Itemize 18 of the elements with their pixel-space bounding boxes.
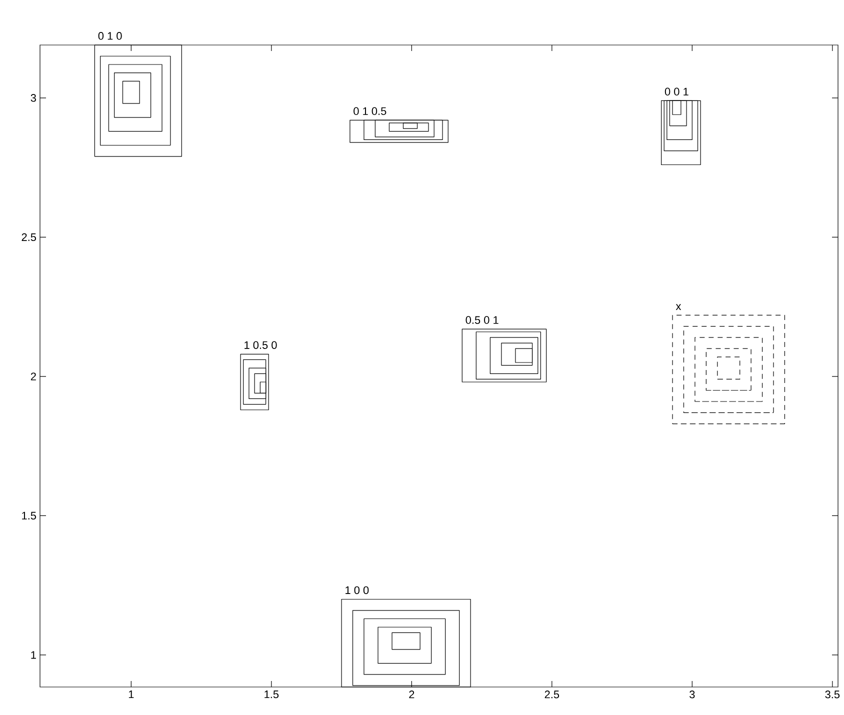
x-tick-label: 2.5 [544,690,560,698]
y-tick-label: 1 [31,651,36,659]
series-label: 0 1 0 [98,32,122,40]
x-tick-label: 2 [409,690,414,698]
series-label: x [676,304,682,310]
series-label: 0 0 1 [664,88,688,96]
y-tick-label: 3 [30,94,36,102]
y-tick-label: 2.5 [22,233,36,242]
x-tick-label: 1 [128,690,134,698]
series-label: 1 0.5 0 [244,341,277,349]
x-tick-label: 3.5 [825,690,840,698]
series-label: 1 0 0 [346,586,369,594]
x-tick-label: 3 [690,690,695,698]
series-label: 0.5 0 1 [466,316,498,324]
y-tick-label: 1.5 [22,512,36,520]
x-tick-label: 1.5 [264,690,279,698]
y-tick-label: 2 [30,372,36,380]
series-label: 0 1 0.5 [354,107,386,115]
